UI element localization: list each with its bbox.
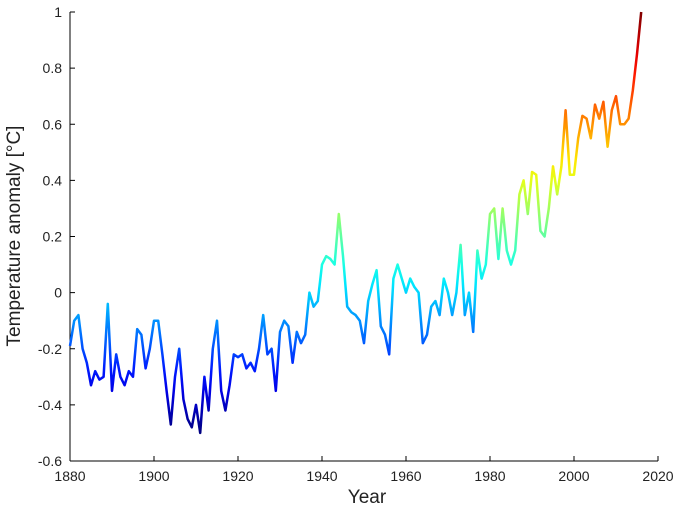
y-tick-label: -0.6 xyxy=(38,453,62,469)
y-tick-label: -0.2 xyxy=(38,341,62,357)
y-tick-label: 0.2 xyxy=(43,229,63,245)
x-tick-label: 1980 xyxy=(474,468,505,484)
x-tick-label: 2000 xyxy=(558,468,589,484)
y-axis-label: Temperature anomaly [°C] xyxy=(4,126,25,347)
x-axis-label: Year xyxy=(348,487,387,508)
x-tick-label: 1960 xyxy=(390,468,421,484)
temperature-line xyxy=(68,11,643,435)
y-tick-label: 1 xyxy=(54,4,62,20)
x-tick-label: 1940 xyxy=(306,468,337,484)
x-tick-label: 1880 xyxy=(54,468,85,484)
x-tick-label: 2020 xyxy=(642,468,673,484)
x-tick-label: 1900 xyxy=(138,468,169,484)
y-tick-label: 0.8 xyxy=(43,60,63,76)
x-tick-label: 1920 xyxy=(222,468,253,484)
y-tick-label: -0.4 xyxy=(38,397,62,413)
y-tick-label: 0.4 xyxy=(43,172,63,188)
y-tick-label: 0 xyxy=(54,285,62,301)
y-tick-label: 0.6 xyxy=(43,116,63,132)
